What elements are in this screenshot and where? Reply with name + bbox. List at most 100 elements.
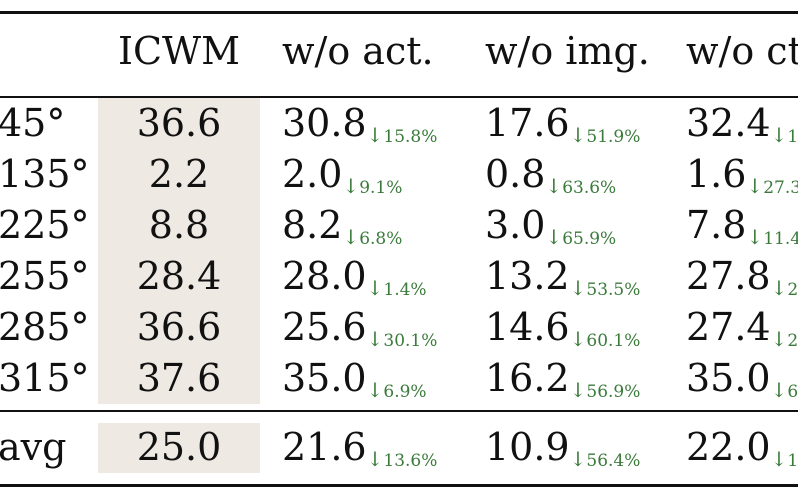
wo-img-value: 0.8: [485, 152, 546, 196]
row-label: 255°: [0, 254, 90, 298]
table-row: 225°8.88.2↓6.8%3.0↓65.9%7.8↓11.4%: [0, 200, 798, 250]
wo-img-drop: ↓65.9%: [545, 225, 617, 249]
icwm-value: 8.8: [148, 203, 210, 247]
down-arrow-icon: ↓: [545, 225, 563, 249]
icwm-value: 2.2: [148, 152, 210, 196]
down-arrow-icon: ↓: [770, 123, 788, 147]
wo-act-cell: 28.0↓1.4%: [282, 251, 427, 301]
down-arrow-icon: ↓: [746, 174, 764, 198]
wo-act-drop: ↓13.6%: [367, 447, 438, 471]
down-arrow-icon: ↓: [770, 447, 788, 471]
wo-ctx-drop: ↓12.0%: [771, 447, 798, 471]
row-label: 285°: [0, 305, 90, 349]
wo-act-cell: 2.0↓9.1%: [282, 149, 402, 199]
wo-ctx-cell: 32.4↓11.5%: [686, 98, 798, 148]
avg-rule: [0, 410, 798, 412]
wo-ctx-cell: 27.4↓25.1%: [686, 302, 798, 352]
table-row: 135°2.22.0↓9.1%0.8↓63.6%1.6↓27.3%: [0, 149, 798, 199]
icwm-avg-highlight: [98, 423, 260, 473]
header-wo-ctx: w/o ctx: [686, 29, 798, 73]
table-row-avg: avg 25.0 21.6↓13.6% 10.9↓56.4% 22.0↓12.0…: [0, 422, 798, 472]
header-rule: [0, 96, 798, 98]
wo-ctx-cell: 7.8↓11.4%: [686, 200, 798, 250]
down-arrow-icon: ↓: [569, 327, 587, 351]
wo-img-value: 13.2: [485, 254, 570, 298]
wo-img-drop: ↓51.9%: [570, 123, 641, 147]
icwm-value: 25.0: [136, 425, 222, 469]
wo-act-drop: ↓30.1%: [367, 327, 438, 351]
wo-act-value: 2.0: [282, 152, 343, 196]
table-row: 315°37.635.0↓6.9%16.2↓56.9%35.0↓6.9%: [0, 353, 798, 403]
wo-act-cell: 35.0↓6.9%: [282, 353, 427, 403]
wo-img-cell: 17.6↓51.9%: [485, 98, 640, 148]
down-arrow-icon: ↓: [366, 276, 384, 300]
wo-img-value: 16.2: [485, 356, 570, 400]
down-arrow-icon: ↓: [366, 378, 384, 402]
wo-ctx-drop: ↓11.4%: [746, 225, 798, 249]
down-arrow-icon: ↓: [366, 447, 384, 471]
drop-percent: 63.6%: [562, 178, 617, 198]
wo-act-drop: ↓15.8%: [367, 123, 438, 147]
icwm-value: 36.6: [136, 101, 222, 145]
wo-ctx-drop: ↓11.5%: [771, 123, 798, 147]
drop-percent: 6.8%: [359, 229, 403, 249]
wo-ctx-value: 27.4: [686, 305, 771, 349]
down-arrow-icon: ↓: [770, 327, 788, 351]
down-arrow-icon: ↓: [770, 378, 788, 402]
row-label: avg: [0, 425, 67, 469]
wo-act-value: 8.2: [282, 203, 343, 247]
down-arrow-icon: ↓: [366, 327, 384, 351]
wo-act-drop: ↓9.1%: [342, 174, 403, 198]
drop-percent: 53.5%: [586, 280, 641, 300]
drop-percent: 6.9%: [383, 382, 427, 402]
down-arrow-icon: ↓: [770, 276, 788, 300]
drop-percent: 1.4%: [383, 280, 427, 300]
wo-ctx-drop: ↓6.9%: [771, 378, 798, 402]
wo-ctx-drop: ↓2.1%: [771, 276, 798, 300]
wo-ctx-value: 32.4: [686, 101, 771, 145]
wo-ctx-drop: ↓27.3%: [746, 174, 798, 198]
wo-ctx-cell: 27.8↓2.1%: [686, 251, 798, 301]
drop-percent: 65.9%: [562, 229, 617, 249]
icwm-value: 28.4: [136, 254, 222, 298]
drop-percent: 6.9%: [787, 382, 798, 402]
icwm-value: 36.6: [136, 305, 222, 349]
drop-percent: 9.1%: [359, 178, 403, 198]
drop-percent: 30.1%: [383, 331, 438, 351]
wo-img-cell: 3.0↓65.9%: [485, 200, 616, 250]
wo-img-value: 3.0: [485, 203, 546, 247]
drop-percent: 11.5%: [787, 127, 798, 147]
wo-act-cell: 21.6↓13.6%: [282, 422, 437, 472]
wo-ctx-drop: ↓25.1%: [771, 327, 798, 351]
down-arrow-icon: ↓: [366, 123, 384, 147]
header-icwm: ICWM: [117, 29, 241, 73]
wo-act-value: 35.0: [282, 356, 367, 400]
wo-ctx-cell: 1.6↓27.3%: [686, 149, 798, 199]
down-arrow-icon: ↓: [342, 174, 360, 198]
wo-img-drop: ↓63.6%: [545, 174, 617, 198]
drop-percent: 27.3%: [763, 178, 798, 198]
wo-act-drop: ↓6.8%: [342, 225, 403, 249]
wo-img-drop: ↓56.4%: [570, 447, 641, 471]
down-arrow-icon: ↓: [569, 447, 587, 471]
drop-percent: 11.4%: [763, 229, 798, 249]
wo-img-value: 17.6: [485, 101, 570, 145]
wo-act-value: 30.8: [282, 101, 367, 145]
drop-percent: 25.1%: [787, 331, 798, 351]
wo-img-cell: 14.6↓60.1%: [485, 302, 640, 352]
wo-img-drop: ↓53.5%: [570, 276, 641, 300]
wo-ctx-value: 22.0: [686, 425, 771, 469]
down-arrow-icon: ↓: [746, 225, 764, 249]
down-arrow-icon: ↓: [569, 276, 587, 300]
wo-ctx-value: 35.0: [686, 356, 771, 400]
drop-percent: 13.6%: [383, 451, 438, 471]
drop-percent: 56.4%: [586, 451, 641, 471]
wo-act-drop: ↓1.4%: [367, 276, 427, 300]
row-label: 135°: [0, 152, 90, 196]
wo-ctx-value: 7.8: [686, 203, 747, 247]
wo-img-cell: 0.8↓63.6%: [485, 149, 616, 199]
wo-img-value: 10.9: [485, 425, 570, 469]
wo-img-cell: 16.2↓56.9%: [485, 353, 640, 403]
bottom-rule: [0, 484, 798, 487]
wo-img-cell: 10.9↓56.4%: [485, 422, 640, 472]
